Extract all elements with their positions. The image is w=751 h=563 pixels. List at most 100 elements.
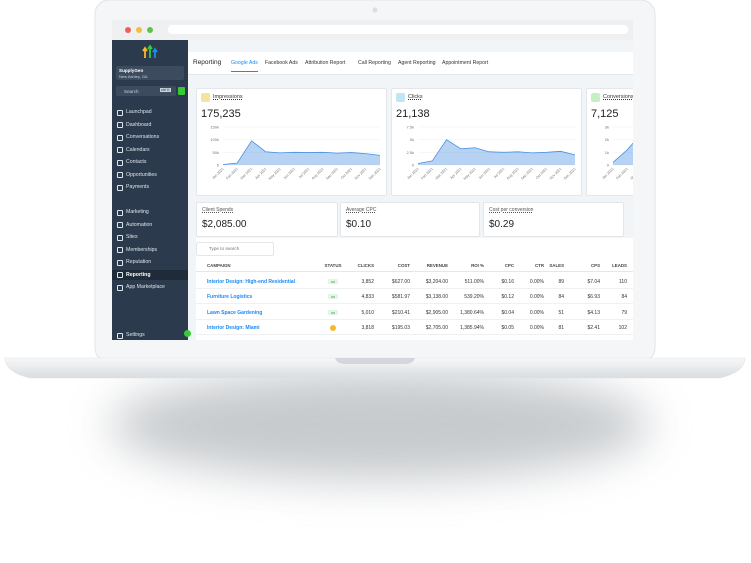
nav-item[interactable]: Dashboard [112,120,188,130]
nav-icon [117,172,123,178]
nav-icon [117,122,123,128]
area-chart: 0 2.5k 5k 7.5k Jan 2021 Feb 2021 Mar 2021 Apr 2… [406,125,577,181]
cell: $581.97 [391,294,410,300]
nav-label: Contacts [126,159,147,165]
collapse-button[interactable] [184,330,191,337]
nav-icon [117,272,123,278]
column-header: CPC [504,263,514,268]
account-name: SupplyGen [119,68,144,73]
nav-item[interactable]: Automation [112,220,188,230]
nav-label: Reporting [126,271,151,278]
card-value: 21,138 [396,108,430,120]
cell: 51 [558,310,564,316]
tab[interactable]: Facebook Ads [265,60,298,66]
dot [125,27,131,33]
nav-item[interactable]: Launchpad [112,107,188,117]
y-tick-label: 1k [605,150,609,155]
x-tick-label: Jun 2021 [283,167,296,180]
cell: 0.00% [529,294,544,300]
cell: 3,818 [361,325,374,331]
y-tick-label: 5k [410,137,414,142]
x-tick-label: May 2021 [268,167,282,181]
add-button[interactable] [178,87,185,95]
cell: 539.20% [464,294,484,300]
nav-icon [117,222,123,228]
column-header: CLICKS [357,263,374,268]
nav-item[interactable]: Payments [112,182,188,192]
cell: $210.41 [391,310,410,316]
y-tick-label: 150k [210,125,219,130]
row-rule [196,288,633,289]
x-tick-label: Jan 2021 [601,167,614,180]
cell: 1,380.64% [460,310,484,316]
tab[interactable]: Appointment Report [442,60,489,66]
logo [142,44,158,58]
tab[interactable]: Agent Reporting [398,60,436,66]
campaign-link[interactable]: Interior Design: Miami [207,325,260,331]
card-value: 7,125 [591,108,619,120]
card-icon [591,93,600,102]
nav-item[interactable]: Settings [112,330,188,340]
x-tick-label: Dec 2021 [563,167,577,181]
account-switcher[interactable]: SupplyGen New Ashley, GA [116,66,184,80]
account-location: New Ashley, GA [119,74,148,79]
nav-item[interactable]: App Marketplace [112,282,188,292]
chart-card: Impressions 175,235 0 50k 100k 150k Jan 2021 Fe… [196,88,387,196]
cell: $3,138.00 [425,294,448,300]
nav-icon [117,259,123,266]
y-tick-label: 2k [605,137,609,142]
nav-item[interactable]: Sites [112,232,188,242]
x-tick-label: Nov 2021 [354,167,368,181]
x-tick-label: Jan 2021 [406,167,419,180]
tab[interactable]: Attribution Report [305,60,346,66]
nav-label: App Marketplace [126,284,165,290]
cell: 0.00% [529,325,544,331]
tab[interactable]: Google Ads [231,60,258,72]
search-box[interactable]: Search ctrl K [116,86,176,96]
x-tick-label: Nov 2021 [549,167,563,181]
nav-label: Marketing [126,209,149,215]
campaign-link[interactable]: Lawn Space Gardening [207,310,263,316]
nav-item[interactable]: Opportunities [112,170,188,180]
status-badge: on [328,293,338,299]
cell: 4,833 [361,294,374,300]
nav-label: Dashboard [126,121,152,128]
campaign-link[interactable]: Interior Design: High-end Residential [207,279,296,285]
column-header: REVENUE [426,263,448,268]
nav-item[interactable]: Reporting [112,269,188,280]
campaign-link[interactable]: Furniture Logistics [207,294,253,300]
nav-item[interactable]: Conversations [112,132,188,142]
cell: $627.00 [391,279,410,285]
cell: $195.03 [391,325,410,331]
x-tick-label: Feb 2021 [615,167,629,181]
metric-card: Average CPC $0.10 [340,202,480,237]
cell: 79 [621,310,627,316]
dot [136,27,142,33]
nav-icon [117,134,123,141]
url-bar [168,25,628,34]
nav-item[interactable]: Calendars [112,145,188,155]
nav-item[interactable]: Marketing [112,207,188,217]
y-tick-label: 0 [217,163,220,168]
table-search[interactable]: Type to search [196,242,274,256]
nav-label: Conversations [126,134,160,140]
metric-card: Cost per conversion $0.29 [483,202,624,237]
nav-item[interactable]: Contacts [112,157,188,167]
nav-label: Payments [126,184,150,190]
metric-card: Client Spends $2,085.00 [196,202,338,237]
nav-label: Automation [126,221,153,228]
cell: 81 [558,325,564,331]
nav-item[interactable]: Memberships [112,245,188,255]
x-tick-label: Mar 2021 [240,167,254,181]
column-header: CTR [534,263,544,268]
search-shortcut: ctrl K [160,88,171,92]
table: Type to search CAMPAIGN STATUS CLICKS COST RE… [196,238,633,340]
y-tick-label: 0 [412,163,415,168]
column-header: STATUS [324,263,342,268]
cell: $0.04 [501,310,514,316]
nav-item[interactable]: Reputation [112,257,188,267]
tab[interactable]: Call Reporting [358,60,391,66]
nav-icon [117,184,123,191]
x-tick-label: Feb 2021 [225,167,239,181]
nav-icon [117,209,123,216]
